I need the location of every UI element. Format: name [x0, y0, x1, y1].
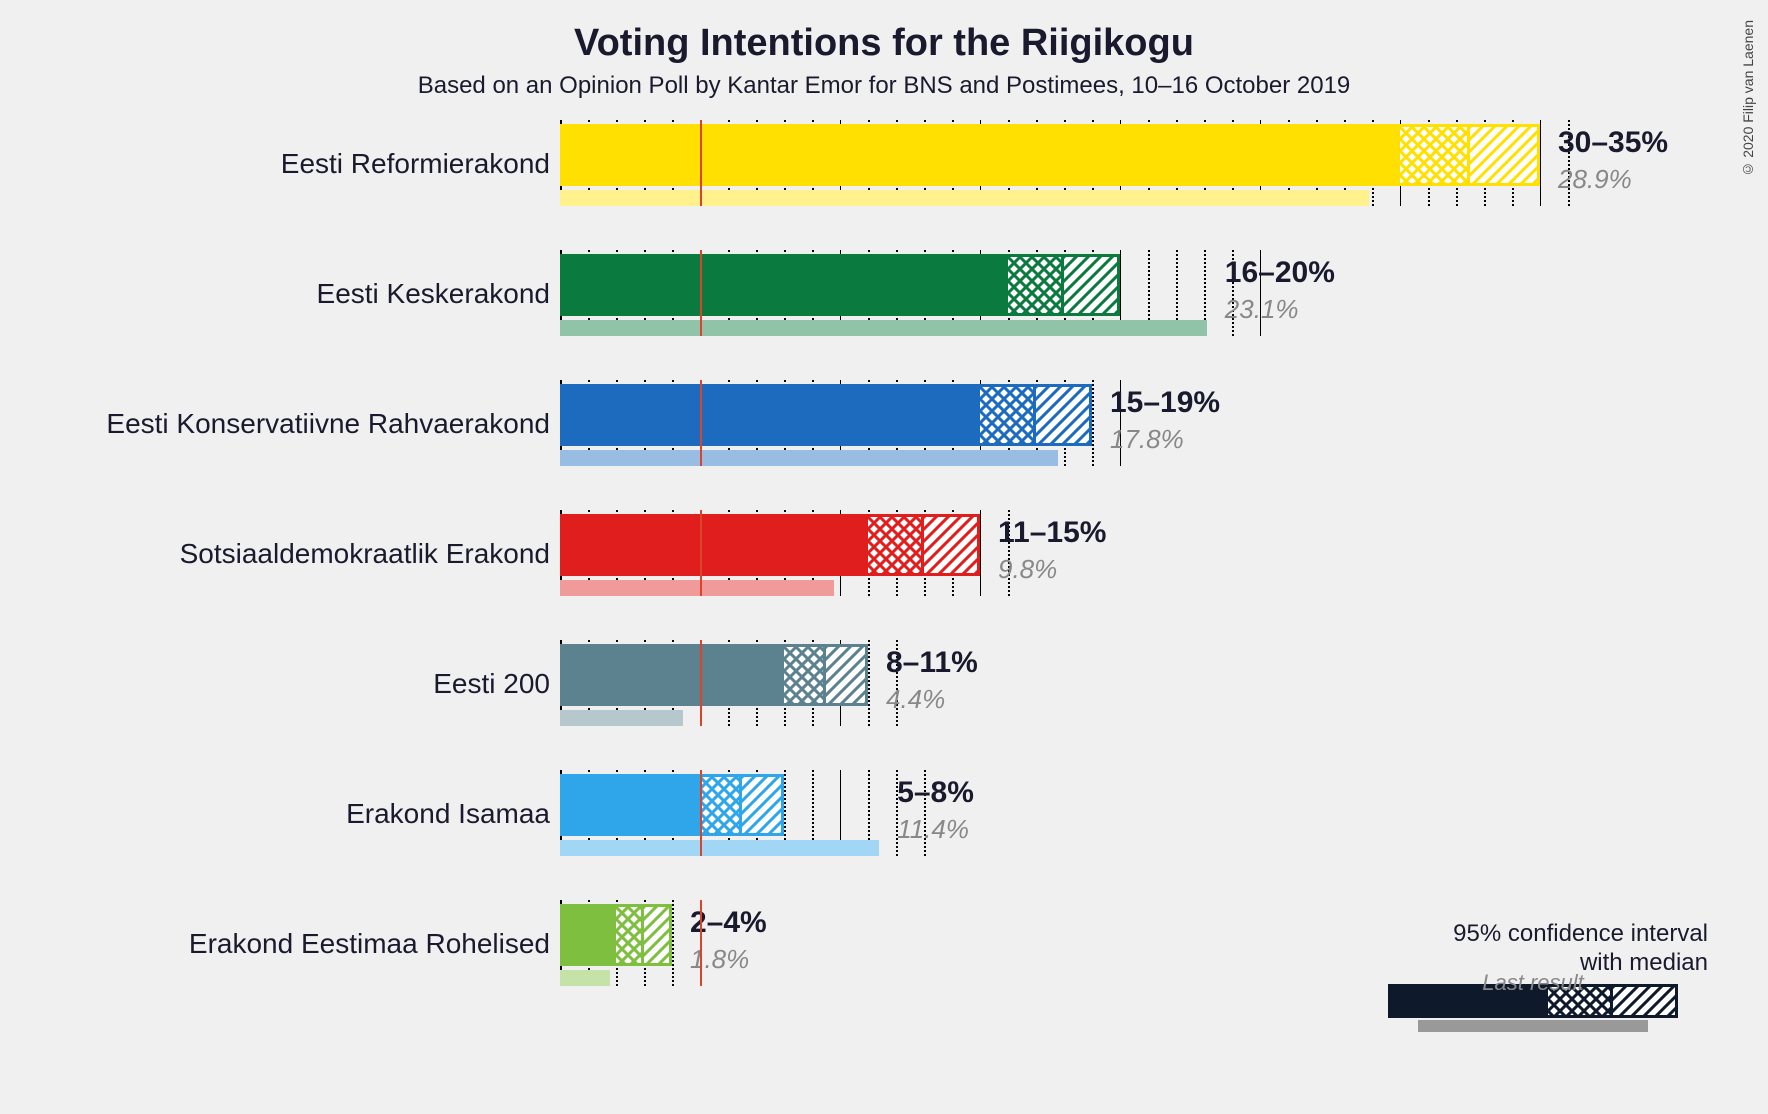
party-row: Eesti Keskerakond 16–20% 23.1% [0, 250, 1768, 380]
chart-subtitle: Based on an Opinion Poll by Kantar Emor … [0, 72, 1768, 100]
party-name: Sotsiaaldemokraatlik Erakond [180, 538, 550, 570]
poll-bar [560, 774, 700, 836]
ci-median-to-high [826, 644, 868, 706]
party-name: Eesti Keskerakond [317, 278, 550, 310]
range-label: 8–11% [886, 646, 978, 680]
ci-low-to-median [1008, 254, 1064, 316]
ci-median-to-high [1064, 254, 1120, 316]
threshold-line [700, 640, 702, 726]
last-result-label: 4.4% [886, 684, 945, 715]
ci-median-to-high [1036, 384, 1092, 446]
gridline [672, 900, 674, 986]
last-result-bar [560, 580, 834, 596]
last-result-bar [560, 970, 610, 986]
legend-title: 95% confidence interval with median [1388, 920, 1708, 978]
legend-last-bar [1418, 1020, 1648, 1032]
party-name: Erakond Isamaa [346, 798, 550, 830]
last-result-label: 23.1% [1225, 294, 1299, 325]
range-label: 5–8% [897, 776, 974, 810]
gridline [868, 640, 870, 726]
ci-low-to-median [700, 774, 742, 836]
legend-title-line1: 95% confidence interval [1453, 920, 1708, 947]
party-name: Eesti 200 [433, 668, 550, 700]
threshold-line [700, 380, 702, 466]
range-label: 15–19% [1110, 386, 1220, 420]
ci-low-to-median [784, 644, 826, 706]
party-row: Eesti Konservatiivne Rahvaerakond 15–19% 1… [0, 380, 1768, 510]
ci-median-to-high [1470, 124, 1540, 186]
threshold-line [700, 510, 702, 596]
party-row: Eesti 200 8–11% 4.4% [0, 640, 1768, 770]
poll-bar [560, 124, 1400, 186]
party-name: Eesti Konservatiivne Rahvaerakond [106, 408, 550, 440]
ci-low-to-median [1400, 124, 1470, 186]
gridline [980, 510, 981, 596]
last-result-bar [560, 190, 1369, 206]
threshold-line [700, 120, 702, 206]
party-row: Sotsiaaldemokraatlik Erakond 11–15% 9.8% [0, 510, 1768, 640]
poll-bar [560, 904, 616, 966]
last-result-label: 17.8% [1110, 424, 1184, 455]
range-label: 11–15% [998, 516, 1106, 550]
last-result-label: 11.4% [897, 814, 969, 845]
ci-median-to-high [924, 514, 980, 576]
ci-median-to-high [644, 904, 672, 966]
gridline [1540, 120, 1541, 206]
poll-bar [560, 254, 1008, 316]
ci-low-to-median [616, 904, 644, 966]
ci-low-to-median [868, 514, 924, 576]
ci-median-to-high [742, 774, 784, 836]
last-result-bar [560, 840, 879, 856]
chart-title: Voting Intentions for the Riigikogu [0, 22, 1768, 65]
party-row: Eesti Reformierakond 30–35% 28.9% [0, 120, 1768, 250]
last-result-bar [560, 320, 1207, 336]
party-name: Eesti Reformierakond [281, 148, 550, 180]
poll-bar [560, 384, 980, 446]
last-result-bar [560, 450, 1058, 466]
party-name: Erakond Eestimaa Rohelised [189, 928, 550, 960]
threshold-line [700, 900, 702, 986]
range-label: 16–20% [1225, 256, 1335, 290]
threshold-line [700, 770, 702, 856]
last-result-bar [560, 710, 683, 726]
poll-bar [560, 644, 784, 706]
last-result-label: 9.8% [998, 554, 1057, 585]
legend: 95% confidence interval with median Last… [1388, 920, 1708, 1034]
range-label: 30–35% [1558, 126, 1668, 160]
threshold-line [700, 250, 702, 336]
poll-bar [560, 514, 868, 576]
ci-low-to-median [980, 384, 1036, 446]
last-result-label: 1.8% [690, 944, 749, 975]
legend-last-label: Last result [1388, 970, 1678, 996]
party-row: Erakond Isamaa 5–8% 11.4% [0, 770, 1768, 900]
last-result-label: 28.9% [1558, 164, 1632, 195]
gridline [1092, 380, 1094, 466]
